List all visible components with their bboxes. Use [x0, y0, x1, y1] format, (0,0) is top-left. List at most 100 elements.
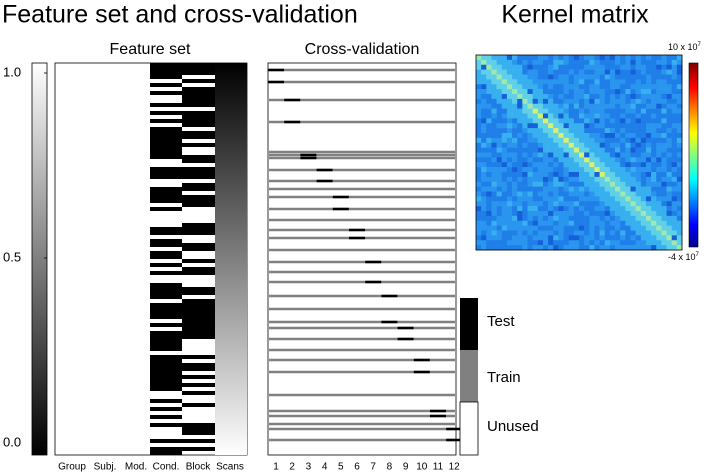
kernel-cell: [542, 167, 549, 173]
kernel-cell: [584, 157, 590, 163]
kernel-cell: [666, 211, 672, 217]
kernel-cell: [563, 215, 569, 222]
kernel-cell: [615, 108, 621, 114]
kernel-cell: [558, 215, 564, 222]
kernel-cell: [671, 128, 678, 134]
kernel-cell: [656, 74, 662, 80]
kernel-cell: [568, 128, 575, 134]
tick-label: 0.5: [3, 249, 21, 264]
kernel-cell: [558, 162, 564, 168]
kernel-cell: [491, 108, 497, 114]
kernel-cell: [620, 103, 626, 109]
kernel-cell: [661, 89, 667, 95]
kernel-cell: [476, 137, 482, 144]
kernel-cell: [506, 137, 513, 144]
kernel-cell: [635, 69, 642, 75]
block-stripe: [182, 319, 215, 323]
kernel-cell: [599, 103, 606, 109]
kernel-cell: [599, 64, 606, 70]
cond-stripe: [150, 323, 182, 327]
cond-stripe: [150, 363, 182, 367]
kernel-cell: [625, 94, 631, 100]
kernel-cell: [661, 186, 667, 192]
kernel-cell: [609, 186, 616, 192]
kernel-cell: [620, 74, 626, 80]
kernel-cell: [609, 240, 616, 246]
kernel-cell: [584, 235, 590, 241]
kernel-cell: [476, 133, 482, 139]
kernel-cell: [491, 230, 497, 236]
kernel-cell: [573, 152, 580, 158]
kernel-cell: [568, 220, 575, 226]
kernel-cell: [615, 98, 621, 105]
kernel-cell: [640, 186, 647, 192]
kernel-cell: [496, 103, 503, 109]
kernel-cell: [594, 157, 600, 163]
kernel-cell: [671, 196, 678, 202]
kernel-cell: [609, 235, 616, 241]
kernel-cell: [481, 235, 487, 241]
kernel-cell: [604, 191, 611, 197]
kernel-cell: [651, 94, 657, 100]
kernel-cell: [666, 172, 672, 178]
kernel-cell: [645, 74, 652, 80]
kernel-cell: [609, 142, 616, 148]
kernel-cell: [506, 235, 513, 241]
kernel-cell: [640, 98, 647, 105]
kernel-cell: [568, 98, 575, 105]
kernel-cell: [542, 128, 549, 134]
kernel-cell: [651, 64, 657, 70]
block-stripe: [182, 403, 215, 407]
kernel-cell: [620, 133, 626, 139]
kernel-cell: [671, 162, 678, 168]
kernel-cell: [656, 235, 662, 241]
kernel-cell: [553, 235, 559, 241]
kernel-cell: [656, 220, 662, 226]
kernel-cell: [553, 133, 559, 139]
kernel-cell: [589, 79, 595, 85]
kernel-cell: [615, 162, 621, 168]
kernel-cell: [656, 55, 662, 61]
kernel-cell: [645, 235, 652, 241]
kernel-cell: [486, 69, 492, 75]
kernel-cell: [584, 167, 590, 173]
block-stripe: [182, 307, 215, 311]
kernel-cell: [615, 103, 621, 109]
kernel-cell: [666, 176, 672, 183]
kernel-cell: [476, 201, 482, 207]
kernel-cell: [501, 79, 508, 85]
cond-stripe: [150, 147, 182, 151]
kernel-cell: [661, 55, 667, 61]
cond-stripe: [150, 239, 182, 243]
kernel-cell: [563, 191, 569, 197]
kernel-cell: [512, 240, 518, 246]
kernel-cell: [553, 69, 559, 75]
kernel-cell: [661, 201, 667, 207]
kernel-cell: [527, 55, 533, 61]
kernel-cell: [579, 137, 585, 144]
kernel-cell: [604, 118, 611, 124]
kernel-cell: [496, 113, 503, 119]
kernel-cell: [651, 108, 657, 114]
kernel-cell: [501, 201, 508, 207]
kernel-cell: [640, 55, 647, 61]
kernel-cell: [517, 147, 523, 153]
kernel-cell: [512, 94, 518, 100]
kernel-cell: [517, 215, 523, 222]
kernel-cell: [594, 84, 600, 90]
kernel-cell: [532, 215, 539, 222]
kernel-cell: [615, 206, 621, 212]
kernel-cell: [537, 59, 544, 66]
kernel-cell: [584, 225, 590, 231]
kernel-cell: [604, 137, 611, 144]
kernel-cell: [656, 79, 662, 85]
kernel-cell: [476, 98, 482, 105]
kernel-cell: [568, 142, 575, 148]
kernel-cell: [506, 118, 513, 124]
kernel-cell: [481, 113, 487, 119]
kernel-cell: [615, 142, 621, 148]
kernel-cell: [640, 230, 647, 236]
kernel-cell: [537, 128, 544, 134]
kernel-cell: [517, 245, 523, 251]
kernel-cell: [656, 69, 662, 75]
